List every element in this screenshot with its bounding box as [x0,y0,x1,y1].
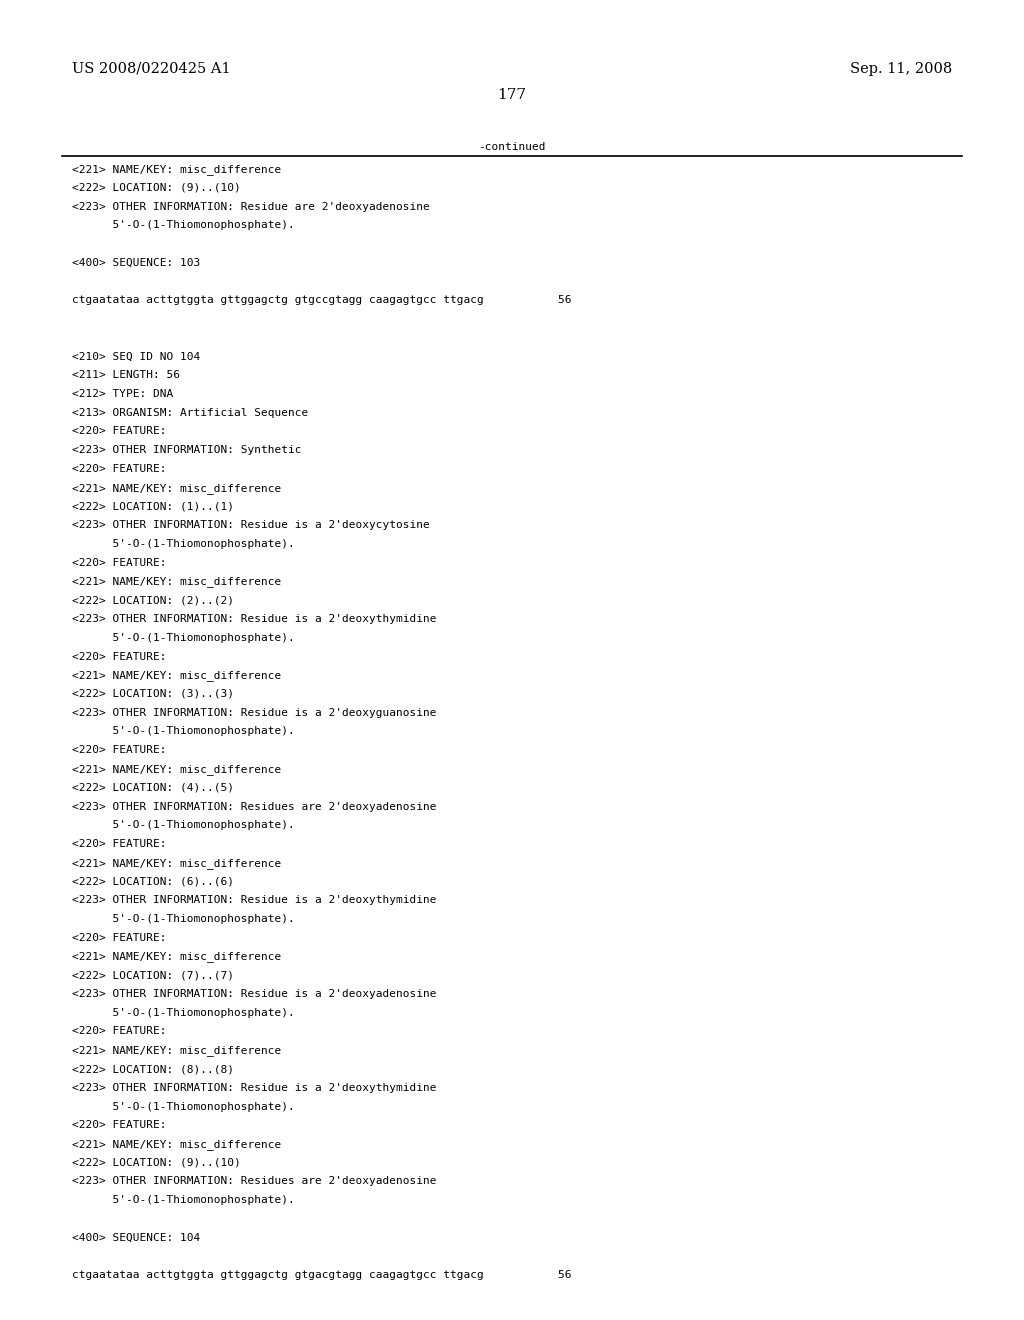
Text: <223> OTHER INFORMATION: Residue is a 2'deoxythymidine: <223> OTHER INFORMATION: Residue is a 2'… [72,614,436,624]
Text: <222> LOCATION: (2)..(2): <222> LOCATION: (2)..(2) [72,595,234,606]
Text: <220> FEATURE:: <220> FEATURE: [72,840,167,849]
Text: 5'-O-(1-Thiomonophosphate).: 5'-O-(1-Thiomonophosphate). [72,632,295,643]
Text: <223> OTHER INFORMATION: Synthetic: <223> OTHER INFORMATION: Synthetic [72,445,301,455]
Text: <221> NAME/KEY: misc_difference: <221> NAME/KEY: misc_difference [72,1139,282,1150]
Text: <221> NAME/KEY: misc_difference: <221> NAME/KEY: misc_difference [72,952,282,962]
Text: <223> OTHER INFORMATION: Residue is a 2'deoxyadenosine: <223> OTHER INFORMATION: Residue is a 2'… [72,989,436,999]
Text: <220> FEATURE:: <220> FEATURE: [72,426,167,437]
Text: <223> OTHER INFORMATION: Residue is a 2'deoxythymidine: <223> OTHER INFORMATION: Residue is a 2'… [72,1082,436,1093]
Text: Sep. 11, 2008: Sep. 11, 2008 [850,62,952,77]
Text: <400> SEQUENCE: 103: <400> SEQUENCE: 103 [72,257,201,268]
Text: <223> OTHER INFORMATION: Residue is a 2'deoxyguanosine: <223> OTHER INFORMATION: Residue is a 2'… [72,708,436,718]
Text: 5'-O-(1-Thiomonophosphate).: 5'-O-(1-Thiomonophosphate). [72,220,295,230]
Text: <223> OTHER INFORMATION: Residue are 2'deoxyadenosine: <223> OTHER INFORMATION: Residue are 2'd… [72,202,430,211]
Text: US 2008/0220425 A1: US 2008/0220425 A1 [72,62,230,77]
Text: <222> LOCATION: (7)..(7): <222> LOCATION: (7)..(7) [72,970,234,981]
Text: 5'-O-(1-Thiomonophosphate).: 5'-O-(1-Thiomonophosphate). [72,913,295,924]
Text: <221> NAME/KEY: misc_difference: <221> NAME/KEY: misc_difference [72,483,282,494]
Text: <213> ORGANISM: Artificial Sequence: <213> ORGANISM: Artificial Sequence [72,408,308,417]
Text: 5'-O-(1-Thiomonophosphate).: 5'-O-(1-Thiomonophosphate). [72,726,295,737]
Text: <223> OTHER INFORMATION: Residues are 2'deoxyadenosine: <223> OTHER INFORMATION: Residues are 2'… [72,1176,436,1187]
Text: 5'-O-(1-Thiomonophosphate).: 5'-O-(1-Thiomonophosphate). [72,539,295,549]
Text: 5'-O-(1-Thiomonophosphate).: 5'-O-(1-Thiomonophosphate). [72,1007,295,1018]
Text: 5'-O-(1-Thiomonophosphate).: 5'-O-(1-Thiomonophosphate). [72,820,295,830]
Text: <220> FEATURE:: <220> FEATURE: [72,746,167,755]
Text: <223> OTHER INFORMATION: Residue is a 2'deoxycytosine: <223> OTHER INFORMATION: Residue is a 2'… [72,520,430,531]
Text: <211> LENGTH: 56: <211> LENGTH: 56 [72,370,180,380]
Text: <222> LOCATION: (9)..(10): <222> LOCATION: (9)..(10) [72,182,241,193]
Text: <220> FEATURE:: <220> FEATURE: [72,1027,167,1036]
Text: <222> LOCATION: (4)..(5): <222> LOCATION: (4)..(5) [72,783,234,793]
Text: <221> NAME/KEY: misc_difference: <221> NAME/KEY: misc_difference [72,764,282,775]
Text: <220> FEATURE:: <220> FEATURE: [72,652,167,661]
Text: 177: 177 [498,88,526,102]
Text: <222> LOCATION: (6)..(6): <222> LOCATION: (6)..(6) [72,876,234,887]
Text: <222> LOCATION: (9)..(10): <222> LOCATION: (9)..(10) [72,1158,241,1168]
Text: <400> SEQUENCE: 104: <400> SEQUENCE: 104 [72,1233,201,1242]
Text: <222> LOCATION: (8)..(8): <222> LOCATION: (8)..(8) [72,1064,234,1074]
Text: <210> SEQ ID NO 104: <210> SEQ ID NO 104 [72,351,201,362]
Text: <221> NAME/KEY: misc_difference: <221> NAME/KEY: misc_difference [72,577,282,587]
Text: -continued: -continued [478,143,546,152]
Text: <221> NAME/KEY: misc_difference: <221> NAME/KEY: misc_difference [72,1045,282,1056]
Text: <212> TYPE: DNA: <212> TYPE: DNA [72,389,173,399]
Text: 5'-O-(1-Thiomonophosphate).: 5'-O-(1-Thiomonophosphate). [72,1101,295,1111]
Text: <222> LOCATION: (3)..(3): <222> LOCATION: (3)..(3) [72,689,234,700]
Text: <222> LOCATION: (1)..(1): <222> LOCATION: (1)..(1) [72,502,234,511]
Text: 5'-O-(1-Thiomonophosphate).: 5'-O-(1-Thiomonophosphate). [72,1195,295,1205]
Text: <221> NAME/KEY: misc_difference: <221> NAME/KEY: misc_difference [72,164,282,176]
Text: <223> OTHER INFORMATION: Residues are 2'deoxyadenosine: <223> OTHER INFORMATION: Residues are 2'… [72,801,436,812]
Text: <223> OTHER INFORMATION: Residue is a 2'deoxythymidine: <223> OTHER INFORMATION: Residue is a 2'… [72,895,436,906]
Text: <220> FEATURE:: <220> FEATURE: [72,1121,167,1130]
Text: <220> FEATURE:: <220> FEATURE: [72,465,167,474]
Text: <220> FEATURE:: <220> FEATURE: [72,558,167,568]
Text: <221> NAME/KEY: misc_difference: <221> NAME/KEY: misc_difference [72,671,282,681]
Text: <220> FEATURE:: <220> FEATURE: [72,933,167,942]
Text: <221> NAME/KEY: misc_difference: <221> NAME/KEY: misc_difference [72,858,282,869]
Text: ctgaatataa acttgtggta gttggagctg gtgccgtagg caagagtgcc ttgacg           56: ctgaatataa acttgtggta gttggagctg gtgccgt… [72,296,571,305]
Text: ctgaatataa acttgtggta gttggagctg gtgacgtagg caagagtgcc ttgacg           56: ctgaatataa acttgtggta gttggagctg gtgacgt… [72,1270,571,1280]
